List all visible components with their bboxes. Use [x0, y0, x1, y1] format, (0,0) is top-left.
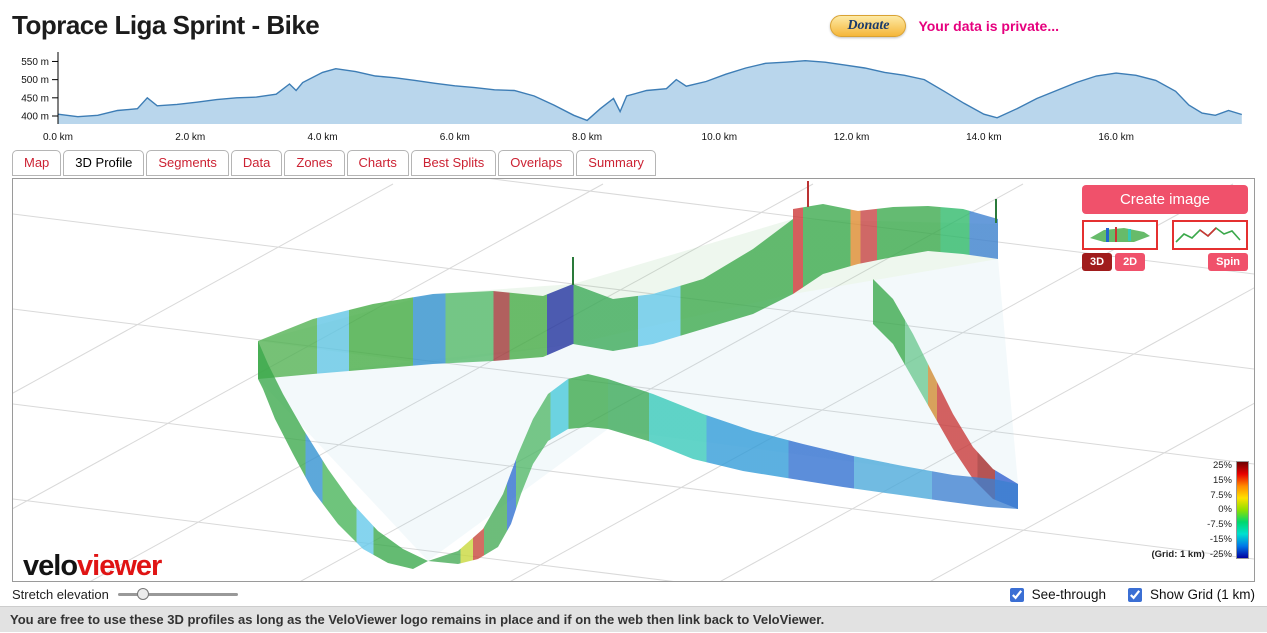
donate-button[interactable]: Donate [830, 14, 907, 37]
elevation-line [57, 59, 1243, 122]
tab-summary[interactable]: Summary [576, 150, 656, 176]
logo-part-velo: velo [23, 550, 78, 582]
mode-3d-button[interactable]: 3D [1082, 253, 1113, 271]
svg-text:16.0 km: 16.0 km [1098, 132, 1134, 143]
y-tick-labels: 550 m 500 m 450 m 400 m [21, 57, 58, 123]
svg-text:6.0 km: 6.0 km [440, 132, 470, 143]
see-through-label: See-through [1031, 587, 1106, 602]
legend-label: -15% [1209, 533, 1232, 545]
legend-label: (Grid: 1 km) -25% [1151, 548, 1233, 560]
gradient-legend-bar [1236, 461, 1249, 559]
svg-text:550 m: 550 m [21, 57, 49, 68]
svg-text:450 m: 450 m [21, 93, 49, 104]
route-ribbon [258, 204, 1018, 569]
svg-text:8.0 km: 8.0 km [572, 132, 602, 143]
mode-2d-button[interactable]: 2D [1115, 253, 1146, 271]
svg-text:14.0 km: 14.0 km [966, 132, 1002, 143]
legend-label: 0% [1218, 504, 1232, 516]
gradient-legend-labels: 25% 15% 7.5% 0% -7.5% -15% (Grid: 1 km) -25% [1152, 461, 1233, 559]
elevation-chart[interactable]: 550 m 500 m 450 m 400 m 0.0 km 2.0 km 4.0 km 6… [0, 44, 1267, 146]
veloviewer-logo[interactable]: veloviewer [23, 550, 162, 582]
svg-text:0.0 km: 0.0 km [43, 132, 73, 143]
grid-note: (Grid: 1 km) [1151, 548, 1205, 560]
thumbnail-2d[interactable] [1172, 220, 1248, 250]
tab-charts[interactable]: Charts [346, 150, 409, 176]
thumbnail-2d-preview [1175, 226, 1241, 243]
footer-notice: You are free to use these 3D profiles as… [0, 606, 1267, 632]
svg-text:2.0 km: 2.0 km [175, 132, 205, 143]
tab-overlaps[interactable]: Overlaps [498, 150, 575, 176]
gradient-legend: 25% 15% 7.5% 0% -7.5% -15% (Grid: 1 km) -25% [1152, 461, 1249, 559]
svg-text:500 m: 500 m [21, 75, 49, 86]
view-thumbnails: 3D 2D Spin [1082, 220, 1248, 271]
tab-zones[interactable]: Zones [284, 150, 345, 176]
show-grid-checkbox[interactable] [1127, 587, 1142, 602]
thumbnail-3d-preview [1090, 227, 1150, 242]
elevation-area [58, 60, 1242, 124]
legend-label: 15% [1212, 474, 1232, 486]
tabs: Map 3D Profile Segments Data Zones Charts Best… [12, 150, 1267, 176]
show-grid-toggle[interactable]: Show Grid (1 km) [1124, 585, 1255, 605]
tab-segments[interactable]: Segments [146, 150, 229, 176]
tab-best-splits[interactable]: Best Splits [410, 150, 497, 176]
profile-3d-render[interactable] [13, 179, 1254, 581]
tab-3d-profile[interactable]: 3D Profile [63, 150, 145, 176]
spin-button[interactable]: Spin [1208, 253, 1248, 271]
svg-text:400 m: 400 m [21, 112, 49, 123]
svg-text:10.0 km: 10.0 km [702, 132, 738, 143]
legend-label: 7.5% [1210, 489, 1232, 501]
header: Toprace Liga Sprint - Bike Donate Your d… [0, 0, 1267, 44]
create-image-button[interactable]: Create image [1082, 185, 1248, 214]
see-through-checkbox[interactable] [1009, 587, 1024, 602]
legend-label: 25% [1212, 460, 1232, 471]
logo-part-viewer: viewer [77, 550, 162, 582]
thumbnail-3d[interactable] [1082, 220, 1158, 250]
profile-3d-panel: Create image 3D 2D [12, 178, 1255, 582]
svg-text:12.0 km: 12.0 km [834, 132, 870, 143]
svg-text:4.0 km: 4.0 km [308, 132, 338, 143]
stretch-elevation-slider[interactable] [117, 587, 238, 602]
see-through-toggle[interactable]: See-through [1006, 585, 1106, 605]
controls-row: Stretch elevation See-through Show Grid … [12, 585, 1255, 604]
x-tick-labels: 0.0 km 2.0 km 4.0 km 6.0 km 8.0 km 10.0 km 12.… [43, 132, 1134, 143]
show-grid-label: Show Grid (1 km) [1149, 587, 1255, 602]
privacy-note: Your data is private... [918, 17, 1059, 34]
elevation-spikes [572, 181, 997, 285]
tab-map[interactable]: Map [12, 150, 62, 176]
legend-label: -7.5% [1207, 519, 1232, 530]
tab-data[interactable]: Data [230, 150, 283, 176]
stretch-elevation-label: Stretch elevation [12, 587, 109, 602]
page-title: Toprace Liga Sprint - Bike [12, 10, 320, 40]
